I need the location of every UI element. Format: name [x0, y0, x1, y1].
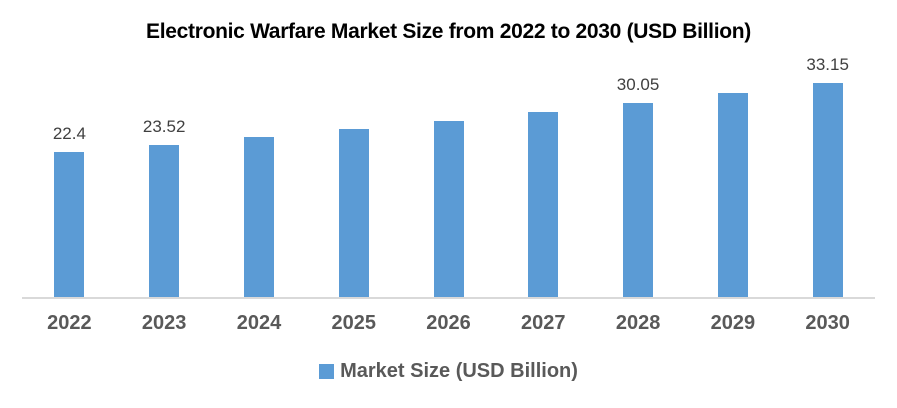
bar-group-2024 [212, 50, 307, 297]
bar-2025[interactable] [338, 129, 369, 297]
chart-title: Electronic Warfare Market Size from 2022… [146, 20, 751, 43]
bar-group-2028: 30.05 [591, 50, 686, 297]
bar-value-label-2023: 23.52 [142, 116, 186, 136]
bar-2022[interactable] [54, 152, 85, 297]
plot-area: 22.4 23.52 30.05 33.15 [22, 50, 875, 299]
bar-group-2026 [401, 50, 496, 297]
bar-value-label-2022: 22.4 [52, 124, 86, 144]
x-axis-label-2028: 2028 [615, 312, 661, 334]
bar-2028[interactable] [623, 102, 654, 297]
bar-2029[interactable] [717, 92, 748, 297]
x-axis: 2022 2023 2024 2025 2026 2027 2028 2029 2030 [22, 312, 875, 335]
bar-group-2030: 33.15 [780, 50, 875, 297]
bar-group-2022: 22.4 [22, 50, 117, 297]
x-axis-label-2022: 2022 [47, 312, 92, 334]
bar-value-label-2030: 33.15 [806, 54, 849, 74]
x-axis-label-2029: 2029 [710, 312, 756, 334]
bar-group-2027 [496, 50, 591, 297]
bar-group-2029 [685, 50, 780, 297]
bar-2030[interactable] [812, 82, 843, 297]
legend-label: Market Size (USD Billion) [340, 360, 578, 382]
bar-2027[interactable] [528, 111, 559, 297]
x-axis-label-2026: 2026 [426, 312, 471, 334]
legend[interactable]: Market Size (USD Billion) [0, 360, 897, 383]
bar-group-2023: 23.52 [117, 50, 212, 297]
x-axis-label-2027: 2027 [521, 312, 566, 334]
bar-value-label-2028: 30.05 [616, 74, 660, 94]
x-axis-label-2024: 2024 [236, 312, 282, 334]
x-axis-label-2030: 2030 [805, 312, 850, 334]
bar-2023[interactable] [149, 144, 180, 297]
bar-2026[interactable] [433, 120, 464, 297]
bar-2024[interactable] [243, 137, 274, 297]
legend-swatch [319, 364, 335, 379]
x-axis-label-2023: 2023 [141, 312, 187, 334]
x-axis-label-2025: 2025 [331, 312, 376, 334]
bar-group-2025 [306, 50, 401, 297]
